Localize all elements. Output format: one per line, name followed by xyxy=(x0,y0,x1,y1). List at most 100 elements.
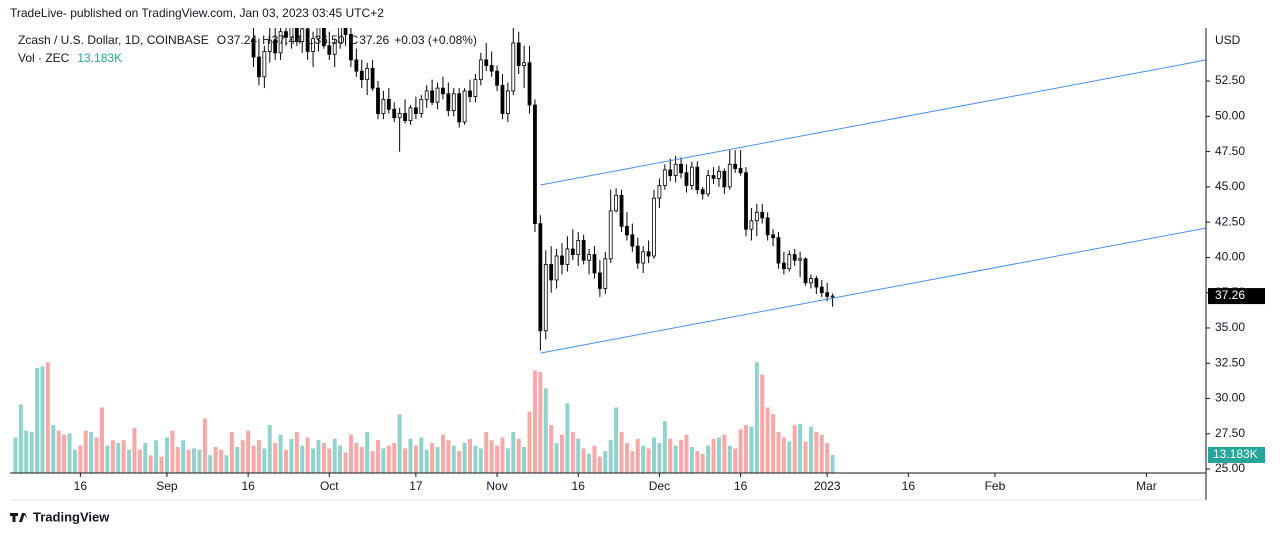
volume-bar xyxy=(397,414,402,473)
volume-bar xyxy=(765,407,770,473)
ohlc-label: L xyxy=(307,33,314,47)
candle-body xyxy=(565,248,570,265)
candle-body xyxy=(495,70,499,86)
candle-body xyxy=(262,51,267,78)
volume-bar xyxy=(500,437,505,473)
volume-bar xyxy=(819,434,824,473)
candle-body xyxy=(365,67,370,81)
candle-body xyxy=(354,59,359,72)
brand: TradingView xyxy=(33,509,110,524)
y-tick-label: 32.50 xyxy=(1215,355,1245,369)
volume-bar xyxy=(668,438,673,473)
volume-bar xyxy=(300,445,305,473)
candle-body xyxy=(381,98,386,114)
candle-body xyxy=(727,163,732,188)
candle-body xyxy=(408,107,413,121)
candle-body xyxy=(581,240,586,261)
candle-body xyxy=(376,87,380,114)
candle-body xyxy=(570,248,575,255)
volume-bar xyxy=(213,447,218,473)
candle-body xyxy=(251,38,256,58)
volume-value: 13.183K xyxy=(77,51,122,65)
candle-body xyxy=(722,170,727,188)
candle-body xyxy=(392,108,397,119)
volume-bar xyxy=(792,425,797,473)
volume-bar xyxy=(89,432,94,473)
volume-bar xyxy=(316,440,321,473)
last-price-box xyxy=(1208,288,1265,305)
y-tick-label: 47.50 xyxy=(1215,144,1245,158)
volume-bar xyxy=(338,445,343,473)
candle-body xyxy=(441,87,445,95)
candle-body xyxy=(597,272,602,289)
x-tick-label: 16 xyxy=(734,479,748,493)
candle-body xyxy=(413,107,418,114)
volume-bar xyxy=(224,455,229,473)
volume-bar xyxy=(419,437,424,473)
candle-body xyxy=(289,28,294,38)
volume-bar xyxy=(624,442,629,473)
volume-bar xyxy=(652,437,656,473)
volume-bar xyxy=(164,437,169,473)
volume-bar xyxy=(386,445,391,473)
candle-body xyxy=(457,93,462,123)
candle-body xyxy=(316,28,321,40)
volume-bar xyxy=(181,440,186,473)
volume-bar xyxy=(311,448,316,473)
candle-body xyxy=(608,210,613,260)
volume-bar xyxy=(695,451,700,473)
candle-body xyxy=(321,28,326,47)
x-tick-label: Dec xyxy=(649,479,670,493)
candle-body xyxy=(765,217,770,236)
volume-bar xyxy=(700,453,705,473)
candle-body xyxy=(300,28,305,42)
volume-bar xyxy=(121,440,126,473)
volume-bar xyxy=(430,442,435,473)
volume-bar xyxy=(489,440,494,473)
candle-body xyxy=(803,258,808,284)
volume-bar xyxy=(83,430,88,473)
candle-body xyxy=(830,295,835,298)
x-tick-label: Nov xyxy=(486,479,507,493)
volume-bar xyxy=(94,437,99,473)
candle-body xyxy=(305,28,310,52)
volume-bar xyxy=(78,445,83,473)
candle-body xyxy=(662,169,667,186)
volume-bar xyxy=(614,407,619,473)
candle-body xyxy=(543,264,548,332)
volume-bar xyxy=(186,449,191,473)
y-tick-label: 40.00 xyxy=(1215,250,1245,264)
volume-bar xyxy=(738,429,743,473)
volume-bar xyxy=(192,448,196,473)
candle-body xyxy=(614,194,619,212)
volume-bar xyxy=(51,425,56,473)
candle-body xyxy=(446,93,451,112)
candle-body xyxy=(625,225,629,236)
y-tick-label: 25.00 xyxy=(1215,461,1245,475)
volume-bar xyxy=(646,448,651,473)
candle-body xyxy=(814,278,819,288)
volume-bar xyxy=(706,445,711,473)
volume-bar xyxy=(294,432,299,473)
candle-body xyxy=(257,56,261,78)
volume-bar xyxy=(116,442,121,473)
candle-body xyxy=(284,31,288,38)
volume-bar xyxy=(29,432,34,473)
candle-body xyxy=(473,79,478,97)
volume-bar xyxy=(808,426,813,473)
candle-body xyxy=(419,98,424,114)
candle-body xyxy=(359,70,364,81)
volume-bar xyxy=(110,440,115,473)
change: +0.03 (+0.08%) xyxy=(394,33,477,47)
volume-bar xyxy=(549,425,554,473)
axes: 25.0027.5030.0032.5035.0037.5040.0042.50… xyxy=(74,73,1265,493)
volume-bar xyxy=(72,449,77,473)
candle-body xyxy=(576,240,581,255)
candle-body xyxy=(738,168,743,174)
candle-body xyxy=(792,254,797,261)
candle-body xyxy=(603,258,608,289)
candle-body xyxy=(819,286,824,294)
y-tick-label: 27.50 xyxy=(1215,426,1245,440)
candle-body xyxy=(679,163,683,174)
x-tick-label: 2023 xyxy=(814,479,841,493)
